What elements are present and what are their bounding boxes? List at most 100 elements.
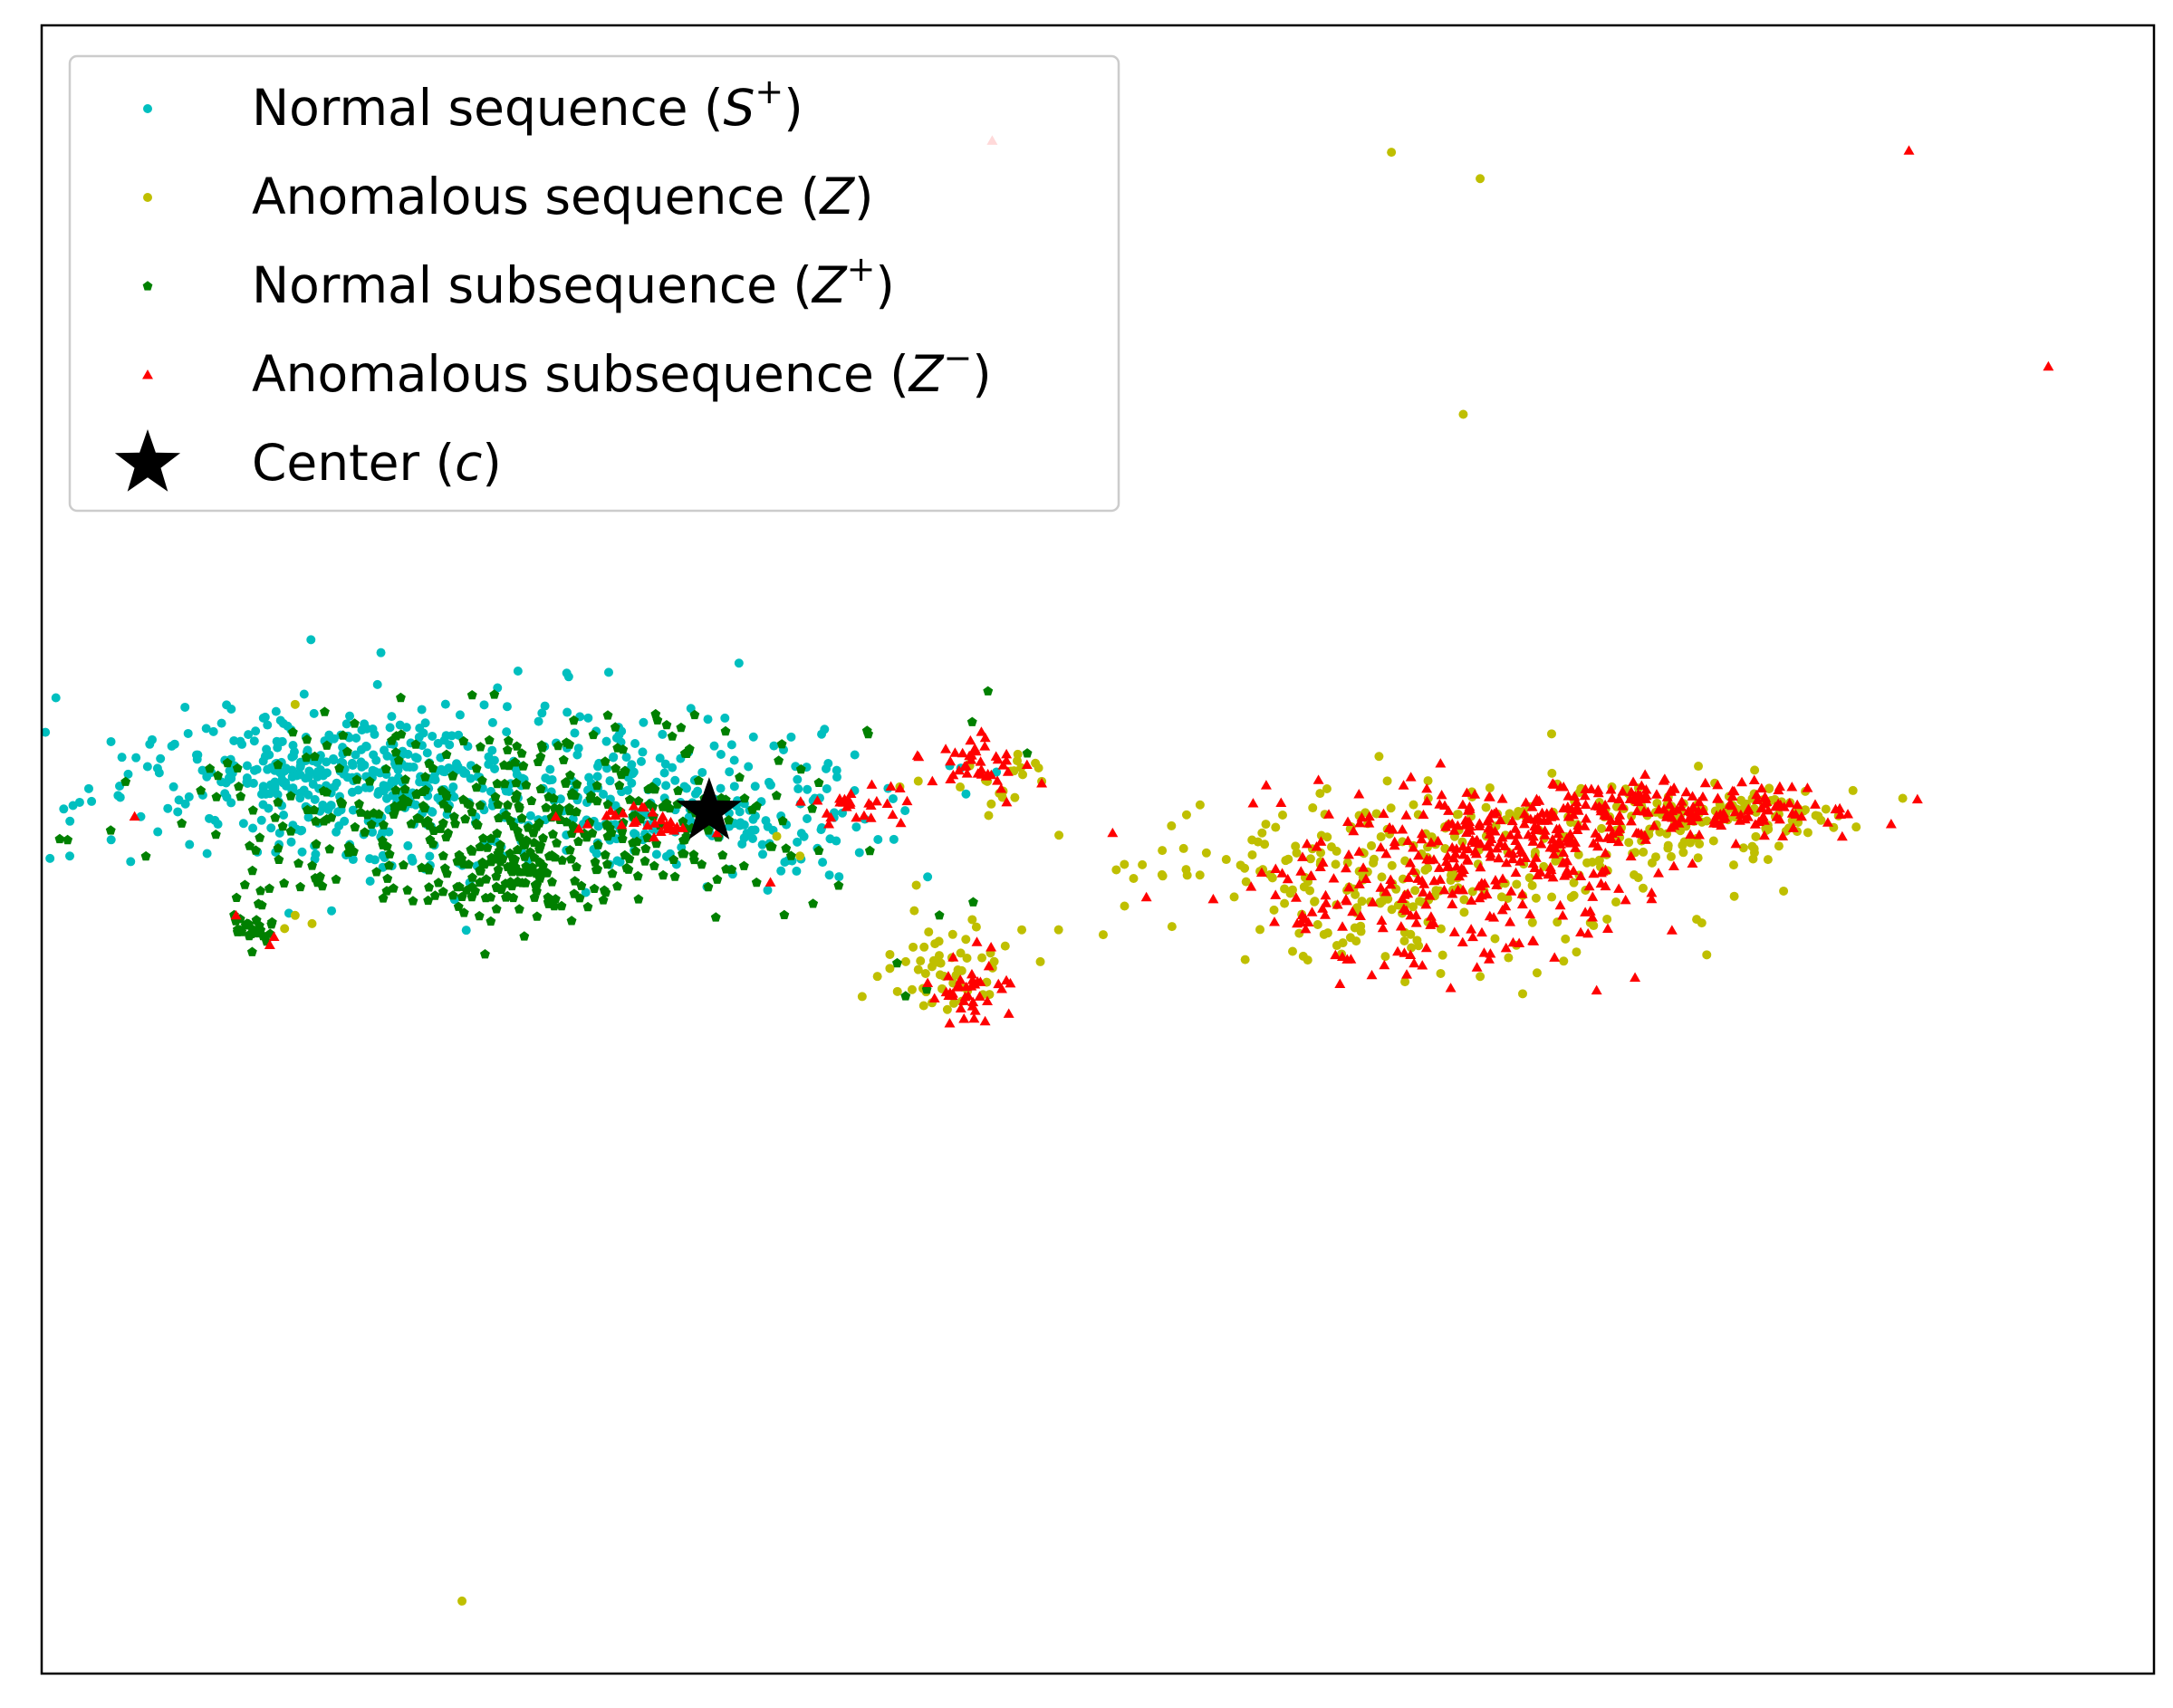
data-point [1573, 849, 1583, 859]
data-point [342, 772, 352, 782]
data-point [1399, 947, 1410, 957]
data-point [858, 810, 870, 820]
data-point [1397, 824, 1409, 834]
data-point [255, 832, 265, 842]
data-point [1462, 854, 1474, 864]
data-point [661, 720, 672, 730]
data-point [466, 773, 476, 783]
data-point [356, 757, 366, 767]
data-point [360, 827, 370, 837]
data-point [1885, 819, 1897, 829]
data-point [1726, 791, 1738, 801]
data-point [253, 898, 264, 908]
data-point [1544, 842, 1556, 852]
data-point [851, 811, 862, 822]
legend-marker [114, 429, 181, 492]
data-point [202, 772, 212, 782]
data-point [1466, 895, 1477, 905]
data-point [1653, 868, 1664, 878]
data-point [232, 924, 243, 935]
data-point [1653, 804, 1665, 814]
data-point [423, 895, 434, 906]
data-point [1514, 937, 1525, 948]
data-point [270, 777, 280, 787]
data-point [156, 753, 166, 763]
data-point [1680, 786, 1692, 797]
data-point [1459, 895, 1469, 905]
data-point [655, 753, 665, 763]
data-point [668, 854, 679, 864]
data-point [1676, 801, 1687, 811]
data-point [823, 759, 833, 769]
data-point [444, 763, 454, 772]
data-point [378, 828, 388, 838]
data-point [1010, 792, 1020, 802]
data-point [1312, 920, 1322, 930]
data-point [514, 801, 524, 811]
data-point [310, 751, 320, 762]
data-point [1421, 782, 1433, 793]
data-point [490, 792, 501, 801]
data-point [1433, 862, 1445, 872]
data-point [678, 849, 689, 859]
data-point [1495, 814, 1506, 825]
data-point [1501, 857, 1513, 868]
data-point [1750, 765, 1760, 775]
data-point [396, 692, 406, 703]
data-point [1345, 933, 1355, 943]
data-point [1748, 774, 1760, 785]
data-point [1281, 856, 1291, 866]
data-point [373, 789, 383, 799]
data-point [420, 718, 430, 728]
data-point [1277, 810, 1287, 820]
data-point [201, 724, 211, 734]
data-point [966, 974, 978, 984]
data-point [387, 735, 397, 745]
data-point [1559, 956, 1569, 966]
data-point [967, 996, 979, 1007]
data-point [311, 849, 321, 859]
data-point [1579, 790, 1591, 801]
data-point [230, 909, 242, 920]
data-point [355, 807, 366, 817]
data-point [489, 755, 499, 765]
data-point [591, 780, 602, 791]
data-point [872, 972, 882, 982]
data-point [922, 977, 934, 988]
data-point [1678, 848, 1688, 858]
data-point [786, 732, 796, 742]
data-point [1532, 968, 1542, 978]
data-point [1399, 936, 1409, 945]
data-point [402, 885, 413, 895]
data-point [1448, 868, 1458, 878]
data-point [547, 877, 557, 887]
data-point [1292, 848, 1302, 858]
data-point [1736, 776, 1748, 787]
data-point [965, 734, 976, 745]
data-point [958, 1013, 970, 1023]
data-point [1478, 947, 1490, 957]
data-point [1463, 843, 1475, 854]
data-point [1770, 801, 1782, 811]
data-point [412, 812, 423, 822]
data-point [1510, 835, 1522, 846]
data-point [429, 890, 440, 900]
data-point [1505, 916, 1516, 926]
data-point [684, 744, 695, 753]
data-point [1490, 934, 1500, 944]
data-point [1549, 811, 1561, 820]
data-point [1632, 827, 1644, 838]
data-point [1561, 934, 1571, 944]
data-point [210, 830, 221, 840]
data-point [261, 789, 271, 799]
data-point [1575, 870, 1587, 881]
data-point [1387, 860, 1397, 870]
data-point [611, 763, 621, 773]
data-point [1255, 925, 1265, 935]
data-point [1181, 810, 1191, 820]
data-point [641, 820, 653, 830]
data-point [1506, 815, 1518, 826]
data-point [1322, 928, 1332, 938]
data-point [688, 849, 699, 859]
data-point [1401, 969, 1413, 979]
